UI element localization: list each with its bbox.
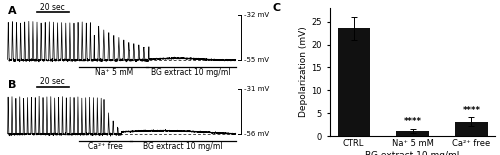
Text: -31 mV: -31 mV	[244, 86, 269, 92]
Text: -56 mV: -56 mV	[244, 131, 269, 137]
Text: 20 sec: 20 sec	[40, 3, 65, 12]
Text: ****: ****	[462, 106, 480, 115]
Text: ****: ****	[404, 117, 421, 126]
X-axis label: BG extract 10 mg/ml: BG extract 10 mg/ml	[366, 151, 460, 155]
Text: BG extract 10 mg/ml: BG extract 10 mg/ml	[143, 142, 222, 151]
Text: -55 mV: -55 mV	[244, 57, 268, 63]
Bar	[455, 122, 488, 136]
Text: -32 mV: -32 mV	[244, 12, 269, 18]
Text: Na⁺ 5 mM: Na⁺ 5 mM	[94, 68, 133, 77]
Text: A: A	[8, 6, 16, 16]
Text: 20 sec: 20 sec	[40, 77, 65, 86]
Text: B: B	[8, 80, 16, 90]
Text: BG extract 10 mg/ml: BG extract 10 mg/ml	[151, 68, 230, 77]
Text: C: C	[272, 3, 280, 13]
Y-axis label: Depolarization (mV): Depolarization (mV)	[300, 27, 308, 117]
Bar	[396, 131, 428, 136]
Text: Ca²⁺ free: Ca²⁺ free	[88, 142, 123, 151]
Bar	[338, 28, 370, 136]
